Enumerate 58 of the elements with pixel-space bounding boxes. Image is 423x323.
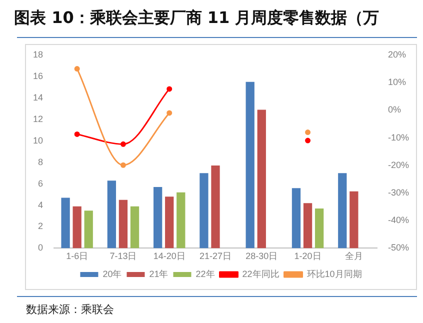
point — [74, 66, 80, 72]
legend-label: 20年 — [102, 268, 122, 279]
source-note: 数据来源：乘联会 — [26, 302, 114, 317]
bar — [176, 192, 186, 248]
y-tick-label: 0 — [38, 242, 44, 253]
x-tick-label: 28-30日 — [246, 251, 278, 262]
y2-tick-label: 10% — [388, 77, 406, 88]
bar — [107, 180, 116, 248]
point — [166, 110, 172, 116]
legend-label: 22年同比 — [242, 268, 280, 279]
legend-label: 环比10月同期 — [306, 268, 362, 279]
bar — [165, 196, 174, 248]
bar — [350, 191, 358, 248]
y2-tick-label: -30% — [388, 187, 410, 198]
y2-tick-label: -10% — [388, 132, 410, 142]
point — [166, 86, 172, 92]
y2-tick-label: -40% — [388, 215, 410, 226]
y2-tick-label: 0% — [388, 104, 402, 115]
y-tick-label: 8 — [38, 156, 44, 167]
y-tick-label: 6 — [38, 178, 44, 188]
y-tick-label: 4 — [38, 200, 44, 210]
legend-label: 21年 — [149, 268, 168, 279]
y2-tick-label: -20% — [388, 160, 410, 170]
point — [120, 162, 126, 168]
y-tick-label: 18 — [32, 49, 44, 60]
y-tick-label: 16 — [32, 70, 44, 81]
point — [120, 141, 126, 147]
y-tick-label: 2 — [38, 221, 44, 232]
point — [305, 130, 311, 136]
y-tick-label: 14 — [32, 92, 44, 102]
bar — [314, 208, 324, 248]
bar — [154, 187, 162, 248]
x-tick-label: 14-20日 — [153, 251, 186, 262]
bar — [338, 173, 347, 248]
y-tick-label: 12 — [32, 114, 44, 124]
bar — [130, 206, 140, 248]
chart-title: 图表 10：乘联会主要厂商 11 月周度零售数据（万 — [14, 8, 380, 29]
bar — [61, 198, 70, 248]
bar — [118, 200, 128, 248]
bar — [246, 82, 254, 248]
x-tick-label: 全月 — [344, 251, 363, 262]
bar — [303, 203, 312, 248]
bar — [292, 188, 301, 248]
bar — [84, 210, 93, 248]
x-tick-label: 1-20日 — [294, 251, 322, 262]
point — [305, 138, 311, 144]
x-tick-label: 7-13日 — [110, 251, 137, 262]
y2-tick-label: 20% — [388, 49, 406, 60]
y2-tick-label: -50% — [388, 242, 410, 253]
point — [74, 131, 80, 137]
bar — [200, 173, 208, 248]
y-tick-label: 10 — [32, 135, 44, 146]
bar — [211, 166, 220, 248]
bar — [257, 110, 266, 248]
x-tick-label: 1-6日 — [66, 251, 88, 262]
bar — [72, 206, 82, 248]
x-tick-label: 21-27日 — [199, 251, 232, 262]
legend-label: 22年 — [196, 268, 215, 279]
